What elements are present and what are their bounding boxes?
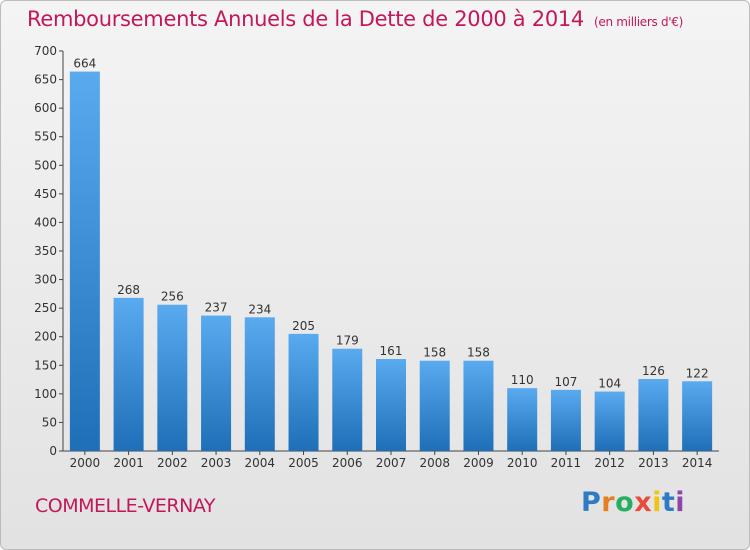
logo-letter: P — [581, 487, 602, 518]
data-label: 268 — [117, 283, 140, 297]
data-label: 237 — [205, 301, 228, 315]
data-label: 234 — [248, 302, 271, 316]
x-tick-label: 2008 — [419, 456, 450, 470]
x-tick-label: 2000 — [70, 456, 101, 470]
logo-letter: i — [675, 487, 686, 518]
logo-letter: x — [634, 487, 653, 518]
data-label: 110 — [511, 373, 534, 387]
data-label: 122 — [686, 366, 709, 380]
data-label: 161 — [380, 344, 403, 358]
y-tick-label: 400 — [34, 215, 57, 229]
y-tick-label: 500 — [34, 158, 57, 172]
y-tick-label: 200 — [34, 330, 57, 344]
y-tick-label: 150 — [34, 358, 57, 372]
y-tick-label: 50 — [42, 415, 57, 429]
x-tick-label: 2005 — [288, 456, 319, 470]
y-tick-label: 700 — [34, 44, 57, 58]
x-tick-label: 2001 — [113, 456, 144, 470]
y-tick-label: 300 — [34, 273, 57, 287]
bar — [201, 315, 232, 451]
bar — [550, 389, 581, 451]
bar — [157, 304, 188, 451]
logo-letter: o — [615, 487, 635, 518]
commune-name: COMMELLE-VERNAY — [35, 495, 215, 517]
bar — [638, 379, 669, 451]
x-tick-label: 2010 — [507, 456, 538, 470]
x-tick-label: 2006 — [332, 456, 363, 470]
data-label: 179 — [336, 334, 359, 348]
data-label: 664 — [73, 57, 96, 71]
logo-letter: t — [661, 487, 676, 518]
data-label: 158 — [467, 346, 490, 360]
bar — [507, 388, 538, 451]
y-tick-label: 550 — [34, 130, 57, 144]
data-label: 107 — [554, 375, 577, 389]
data-label: 256 — [161, 290, 184, 304]
title-unit: (en milliers d'€) — [594, 15, 684, 29]
bar — [376, 359, 406, 451]
x-tick-label: 2009 — [463, 456, 494, 470]
x-tick-label: 2007 — [376, 456, 407, 470]
data-label: 126 — [642, 364, 665, 378]
y-tick-label: 650 — [34, 73, 57, 87]
x-tick-label: 2012 — [594, 456, 625, 470]
y-tick-label: 450 — [34, 187, 57, 201]
x-tick-label: 2003 — [201, 456, 232, 470]
bar — [419, 360, 450, 451]
bar — [594, 391, 625, 451]
x-tick-label: 2014 — [682, 456, 713, 470]
bar — [332, 348, 363, 451]
x-tick-label: 2004 — [245, 456, 276, 470]
bar — [682, 381, 713, 451]
data-label: 158 — [423, 346, 446, 360]
y-tick-label: 600 — [34, 101, 57, 115]
x-tick-label: 2011 — [551, 456, 582, 470]
y-tick-label: 100 — [34, 387, 57, 401]
data-label: 104 — [598, 377, 621, 391]
y-tick-label: 250 — [34, 301, 57, 315]
bar — [463, 360, 494, 451]
bar — [288, 333, 319, 451]
logo-letter: r — [601, 487, 616, 518]
title-text: Remboursements Annuels de la Dette de 20… — [27, 7, 584, 31]
proxiti-logo: Proxiti — [581, 487, 685, 518]
data-label: 205 — [292, 319, 315, 333]
logo-letter: i — [652, 487, 662, 518]
x-tick-label: 2002 — [157, 456, 188, 470]
bar — [244, 317, 275, 451]
bar — [113, 297, 144, 451]
y-tick-label: 0 — [49, 444, 57, 458]
x-tick-label: 2013 — [638, 456, 669, 470]
y-tick-label: 350 — [34, 244, 57, 258]
bar — [69, 71, 100, 452]
chart-title: Remboursements Annuels de la Dette de 20… — [27, 7, 683, 31]
